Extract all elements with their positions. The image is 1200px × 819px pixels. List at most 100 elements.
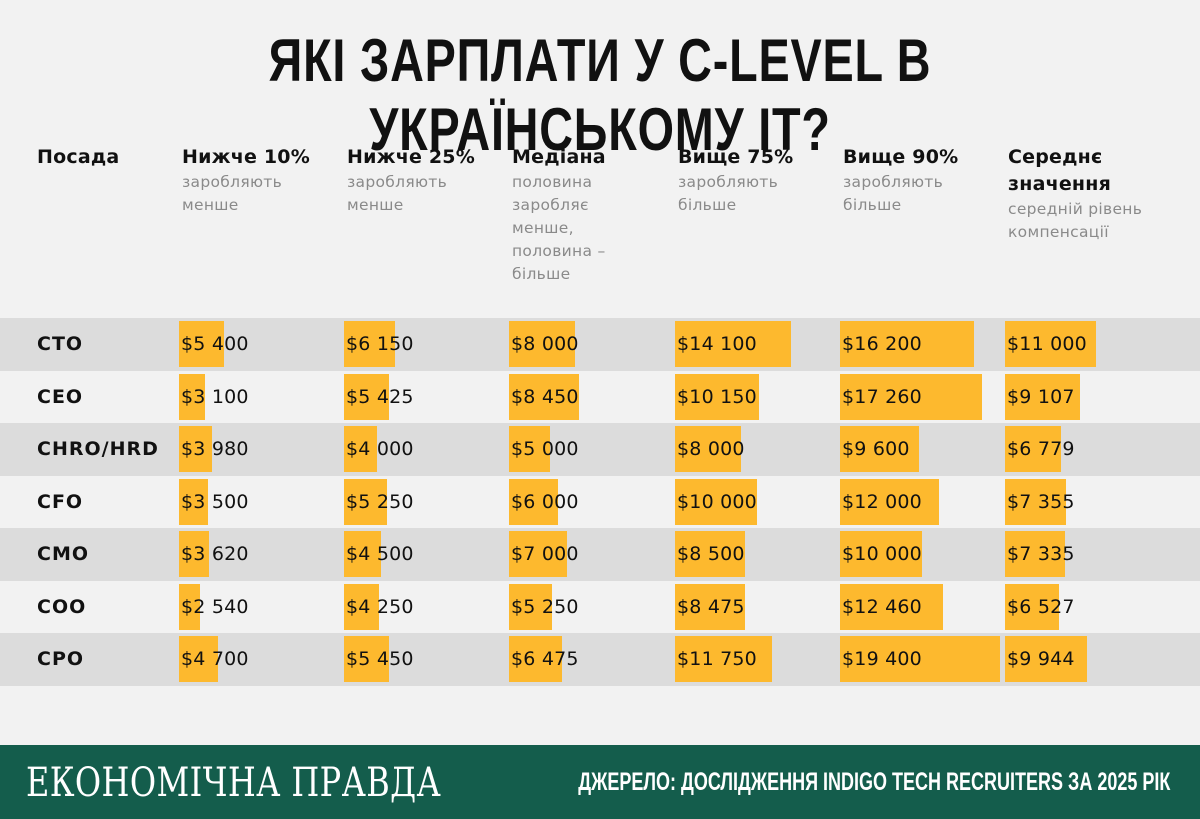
- salary-value: $10 000: [842, 543, 922, 565]
- table-row: CMO $3 620 $4 500 $7 000 $8 500 $10 000 $7 335: [0, 528, 1200, 581]
- salary-value: $8 000: [677, 438, 745, 460]
- salary-table: CTO $5 400 $6 150 $8 000 $14 100 $16 200 $11 0…: [0, 318, 1200, 686]
- table-row: COO $2 540 $4 250 $5 250 $8 475 $12 460 $6 527: [0, 581, 1200, 634]
- salary-bar: [675, 636, 772, 682]
- salary-bar: [509, 478, 558, 525]
- salary-value: $6 000: [511, 490, 579, 513]
- salary-value: $4 700: [181, 648, 249, 670]
- position-label: CEO: [37, 385, 84, 408]
- salary-bar: [840, 478, 939, 525]
- salary-value: $5 400: [181, 333, 249, 355]
- position-label: CHRO/HRD: [37, 438, 159, 460]
- salary-bar: [675, 321, 791, 367]
- column-header-label: Посада: [37, 146, 120, 168]
- salary-value: $5 250: [346, 490, 414, 513]
- salary-bar: [1005, 531, 1065, 577]
- salary-value: $8 450: [511, 385, 579, 408]
- salary-bar: [1005, 373, 1080, 420]
- salary-bar: [840, 583, 943, 630]
- position-label: CMO: [37, 543, 90, 565]
- salary-bar: [509, 583, 552, 630]
- column-header-label: Вище 90%: [843, 146, 959, 168]
- column-header-label: Нижче 25%: [347, 146, 475, 168]
- salary-bar: [344, 373, 389, 420]
- salary-bar: [1005, 321, 1096, 367]
- footer: ЕКОНОМІЧНА ПРАВДА ДЖЕРЕЛО: ДОСЛІДЖЕННЯ I…: [0, 745, 1200, 819]
- salary-bar: [675, 426, 741, 472]
- salary-value: $5 425: [346, 385, 414, 408]
- source-note: ДЖЕРЕЛО: ДОСЛІДЖЕННЯ INDIGO TECH RECRUIT…: [577, 768, 1170, 796]
- position-label: CFO: [37, 490, 84, 513]
- column-header-average: Середнє значення середній рівень компенс…: [1008, 144, 1178, 244]
- salary-value: $5 250: [511, 595, 579, 618]
- salary-value: $10 150: [677, 385, 757, 408]
- salary-bar: [344, 531, 381, 577]
- salary-value: $5 000: [511, 438, 579, 460]
- salary-value: $3 980: [181, 438, 249, 460]
- column-header-p75: Вище 75% заробляють більше: [678, 144, 843, 217]
- column-header-note: заробляють менше: [347, 173, 448, 214]
- salary-bar: [344, 636, 389, 682]
- table-row: CTO $5 400 $6 150 $8 000 $14 100 $16 200 $11 0…: [0, 318, 1200, 371]
- salary-value: $11 750: [677, 648, 757, 670]
- page-title: ЯКІ ЗАРПЛАТИ У C-LEVEL В УКРАЇНСЬКОМУ IT…: [268, 27, 932, 163]
- salary-value: $3 620: [181, 543, 249, 565]
- salary-bar: [840, 321, 974, 367]
- salary-value: $10 000: [677, 490, 757, 513]
- publisher-logo: ЕКОНОМІЧНА ПРАВДА: [26, 760, 442, 806]
- salary-bar: [509, 531, 567, 577]
- salary-bar: [179, 531, 209, 577]
- salary-bar: [840, 373, 982, 420]
- column-header-p90: Вище 90% заробляють більше: [843, 144, 1008, 217]
- salary-value: $6 779: [1007, 438, 1075, 460]
- salary-value: $4 250: [346, 595, 414, 618]
- salary-value: $16 200: [842, 333, 922, 355]
- salary-value: $8 475: [677, 595, 745, 618]
- table-row: CFO $3 500 $5 250 $6 000 $10 000 $12 000 $7 35…: [0, 476, 1200, 529]
- column-header-note: половина заробляє менше, половина – біль…: [512, 173, 606, 283]
- salary-bar: [1005, 583, 1059, 630]
- table-row: CPO $4 700 $5 450 $6 475 $11 750 $19 400 $9 94…: [0, 633, 1200, 686]
- salary-bar: [179, 583, 200, 630]
- salary-bar: [840, 426, 919, 472]
- position-label: CTO: [37, 333, 84, 355]
- salary-bar: [344, 583, 379, 630]
- salary-value: $7 355: [1007, 490, 1075, 513]
- salary-value: $2 540: [181, 595, 249, 618]
- salary-bar: [509, 636, 562, 682]
- position-label: COO: [37, 595, 87, 618]
- salary-bar: [675, 531, 745, 577]
- table-row: CEO $3 100 $5 425 $8 450 $10 150 $17 260 $9 10…: [0, 371, 1200, 424]
- column-header-position: Посада: [37, 144, 202, 171]
- salary-bar: [675, 373, 759, 420]
- salary-bar: [179, 478, 208, 525]
- column-header-p25: Нижче 25% заробляють менше: [347, 144, 512, 217]
- salary-bar: [179, 321, 224, 367]
- salary-value: $19 400: [842, 648, 922, 670]
- column-header-label: Нижче 10%: [182, 146, 310, 168]
- column-header-note: середній рівень компенсації: [1008, 200, 1143, 241]
- salary-value: $9 107: [1007, 385, 1075, 408]
- salary-bar: [509, 373, 579, 420]
- salary-bar: [179, 426, 212, 472]
- column-header-p10: Нижче 10% заробляють менше: [182, 144, 347, 217]
- salary-bar: [509, 321, 575, 367]
- position-label: CPO: [37, 648, 85, 670]
- salary-bar: [840, 636, 1000, 682]
- column-header-median: Медіана половина заробляє менше, половин…: [512, 144, 677, 286]
- salary-bar: [509, 426, 550, 472]
- salary-value: $17 260: [842, 385, 922, 408]
- salary-value: $14 100: [677, 333, 757, 355]
- salary-value: $9 944: [1007, 648, 1075, 670]
- salary-value: $4 500: [346, 543, 414, 565]
- salary-bar: [1005, 478, 1066, 525]
- salary-value: $7 000: [511, 543, 579, 565]
- salary-value: $4 000: [346, 438, 414, 460]
- salary-value: $12 460: [842, 595, 922, 618]
- column-header-note: заробляють більше: [843, 173, 944, 214]
- salary-bar: [344, 478, 387, 525]
- salary-bar: [840, 531, 922, 577]
- salary-value: $8 500: [677, 543, 745, 565]
- column-header-note: заробляють менше: [182, 173, 283, 214]
- salary-value: $8 000: [511, 333, 579, 355]
